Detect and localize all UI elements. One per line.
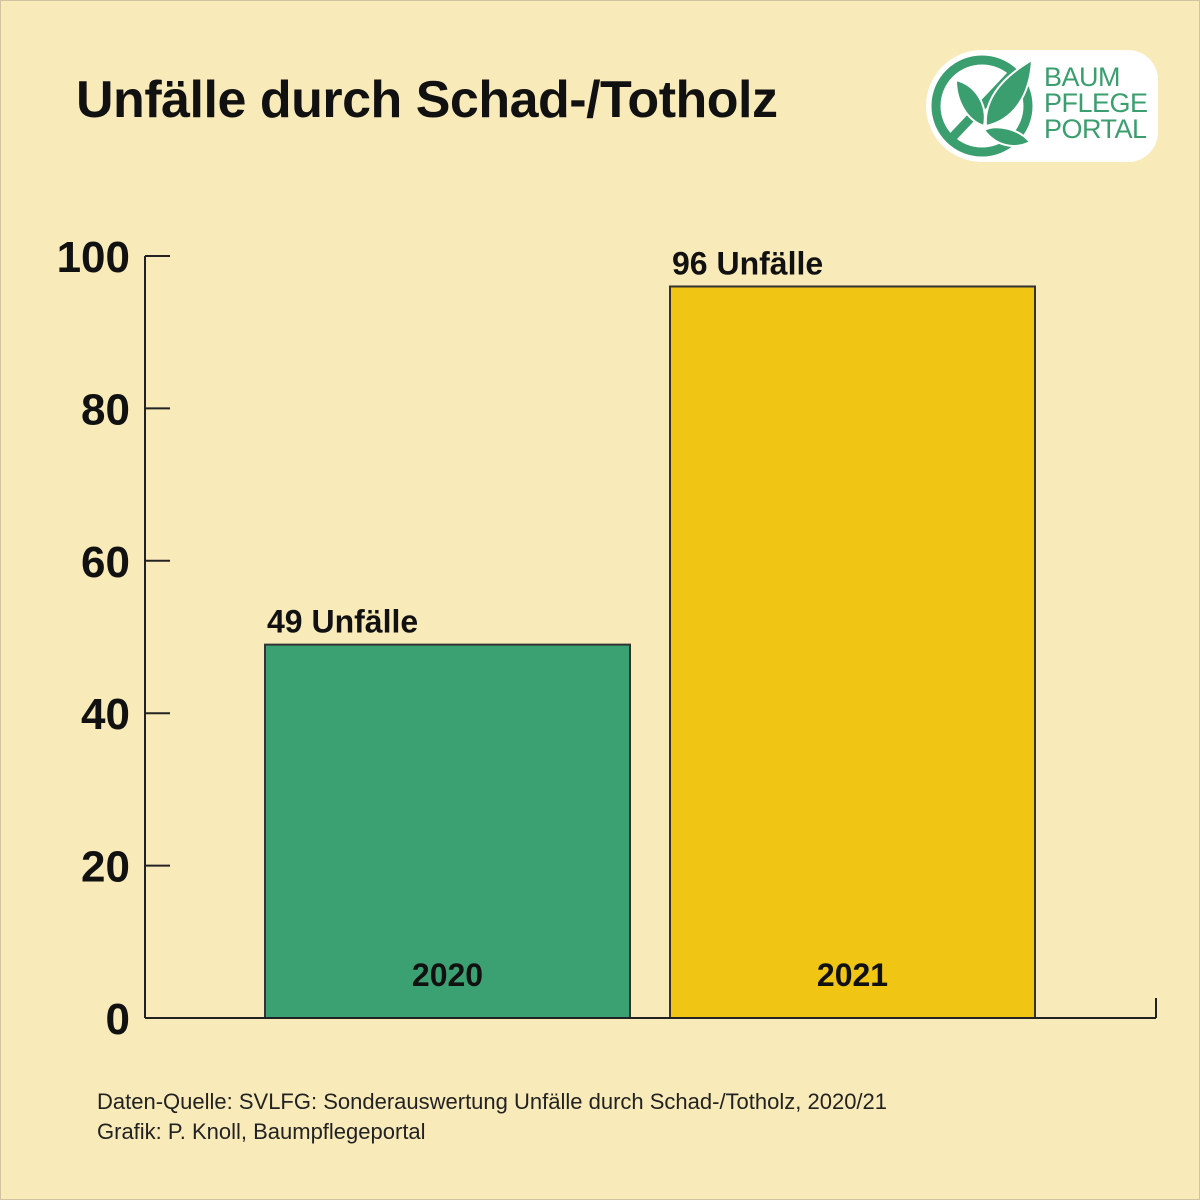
bar-2020 — [264, 643, 631, 1019]
y-tick-label: 80 — [81, 385, 130, 434]
data-label: 96 Unfälle — [672, 245, 823, 281]
data-label: 49 Unfälle — [267, 604, 418, 640]
baumpflegeportal-logo: BAUM PFLEGE PORTAL — [926, 50, 1158, 162]
logo-line: BAUM — [1044, 62, 1121, 92]
category-label: 2021 — [817, 957, 888, 993]
leaf-logo-icon — [931, 55, 1034, 157]
logo-line: PORTAL — [1044, 114, 1147, 144]
y-tick-label: 0 — [106, 995, 130, 1044]
credit-line: Grafik: P. Knoll, Baumpflegeportal — [97, 1119, 426, 1144]
bar-2021 — [669, 285, 1036, 1020]
chart-title: Unfälle durch Schad-/Totholz — [76, 71, 778, 129]
source-line: Daten-Quelle: SVLFG: Sonderauswertung Un… — [97, 1089, 888, 1114]
logo-text: BAUM PFLEGE PORTAL — [1044, 62, 1148, 144]
y-tick-label: 20 — [81, 843, 130, 892]
logo-line: PFLEGE — [1044, 88, 1148, 118]
category-label: 2020 — [412, 957, 483, 993]
y-tick-label: 60 — [81, 538, 130, 587]
y-tick-label: 40 — [81, 690, 130, 739]
source-note: Daten-Quelle: SVLFG: Sonderauswertung Un… — [97, 1087, 887, 1147]
y-tick-label: 100 — [57, 233, 130, 282]
